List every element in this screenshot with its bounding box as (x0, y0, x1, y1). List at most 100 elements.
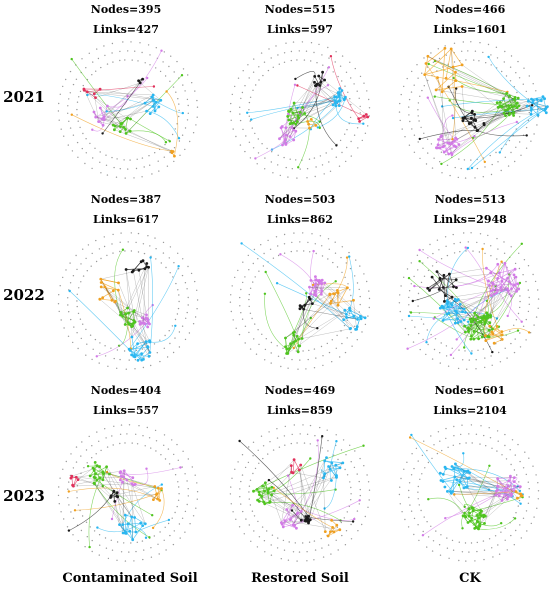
isolated-node (465, 250, 467, 252)
network-node (257, 490, 261, 494)
network-node (336, 303, 340, 307)
network-node (473, 311, 476, 315)
isolated-node (484, 166, 486, 168)
isolated-node (358, 503, 360, 505)
isolated-node (474, 50, 477, 52)
network-edge (125, 117, 129, 130)
network-node (314, 278, 318, 282)
isolated-node (353, 325, 356, 327)
isolated-node (341, 246, 343, 248)
network-edge (424, 74, 508, 93)
isolated-node (252, 455, 254, 457)
isolated-node (95, 239, 97, 242)
network-edge (497, 480, 509, 487)
isolated-node (135, 241, 137, 244)
isolated-node (454, 166, 456, 169)
network-edge (100, 278, 123, 317)
network-node (290, 509, 294, 512)
network-node (95, 355, 98, 358)
network-node (475, 514, 479, 517)
isolated-node (426, 449, 428, 452)
network-edge (73, 483, 132, 487)
isolated-node (368, 499, 370, 501)
network-edge (442, 318, 458, 321)
network-edge (301, 298, 311, 308)
panel-caption-2021-restored: Nodes=515 Links=597 (240, 3, 360, 36)
isolated-node (97, 57, 100, 60)
isolated-node (253, 338, 255, 340)
isolated-node (359, 105, 361, 108)
isolated-node (361, 139, 363, 142)
network-node (364, 113, 368, 116)
isolated-node (277, 54, 279, 56)
isolated-node (451, 347, 453, 349)
network-edge (424, 74, 450, 144)
isolated-node (401, 128, 403, 130)
network-edge (114, 249, 124, 316)
network-edge (343, 315, 354, 321)
isolated-node (350, 140, 352, 143)
network-edge (241, 243, 351, 330)
isolated-node (299, 433, 301, 435)
isolated-node (292, 551, 295, 553)
network-node (292, 340, 295, 344)
isolated-node (447, 365, 450, 367)
isolated-node (105, 437, 107, 439)
isolated-node (527, 502, 530, 504)
network-node (134, 530, 138, 534)
network-node (145, 467, 148, 470)
isolated-node (427, 79, 429, 82)
network-node (470, 334, 473, 338)
network-node (296, 114, 300, 118)
isolated-node (116, 559, 118, 561)
network-edge (482, 248, 503, 340)
isolated-node (532, 273, 534, 276)
network-edge (284, 520, 340, 530)
network-node (344, 95, 347, 99)
network-node (297, 344, 301, 348)
isolated-node (171, 133, 174, 136)
isolated-node (398, 302, 401, 304)
network-edge (484, 278, 508, 324)
network-node (515, 120, 518, 124)
network-node (529, 108, 533, 112)
network-edge (454, 264, 499, 287)
network-edge (435, 72, 456, 91)
isolated-node (129, 159, 131, 161)
network-node (544, 107, 547, 111)
isolated-node (357, 530, 359, 532)
isolated-node (137, 251, 140, 253)
isolated-node (504, 527, 506, 529)
network-node (252, 489, 255, 493)
network-node (450, 153, 454, 156)
isolated-node (283, 549, 286, 551)
network-edge (104, 116, 128, 119)
isolated-node (248, 298, 250, 301)
network-node (450, 465, 454, 468)
panel-caption-2023-contaminated: Nodes=404 Links=557 (66, 384, 186, 417)
network-node (314, 124, 318, 127)
isolated-node (249, 479, 252, 481)
isolated-node (77, 504, 80, 506)
network-node (328, 293, 332, 297)
network-edge (455, 310, 483, 338)
network-node (464, 311, 467, 314)
network-node (177, 137, 181, 140)
isolated-node (518, 499, 521, 502)
network-node (436, 76, 439, 79)
network-edge (454, 312, 458, 324)
network-edge (106, 466, 120, 525)
network-node (322, 476, 325, 480)
network-edge (152, 94, 156, 112)
network-node (240, 242, 243, 245)
network-node (127, 322, 131, 326)
network-edge (409, 437, 522, 497)
network-node (478, 522, 482, 526)
isolated-node (247, 64, 249, 66)
isolated-node (171, 439, 173, 441)
network-node (444, 76, 448, 80)
isolated-node (482, 540, 485, 542)
isolated-node (92, 157, 94, 159)
isolated-node (470, 542, 473, 544)
network-node (179, 466, 182, 469)
